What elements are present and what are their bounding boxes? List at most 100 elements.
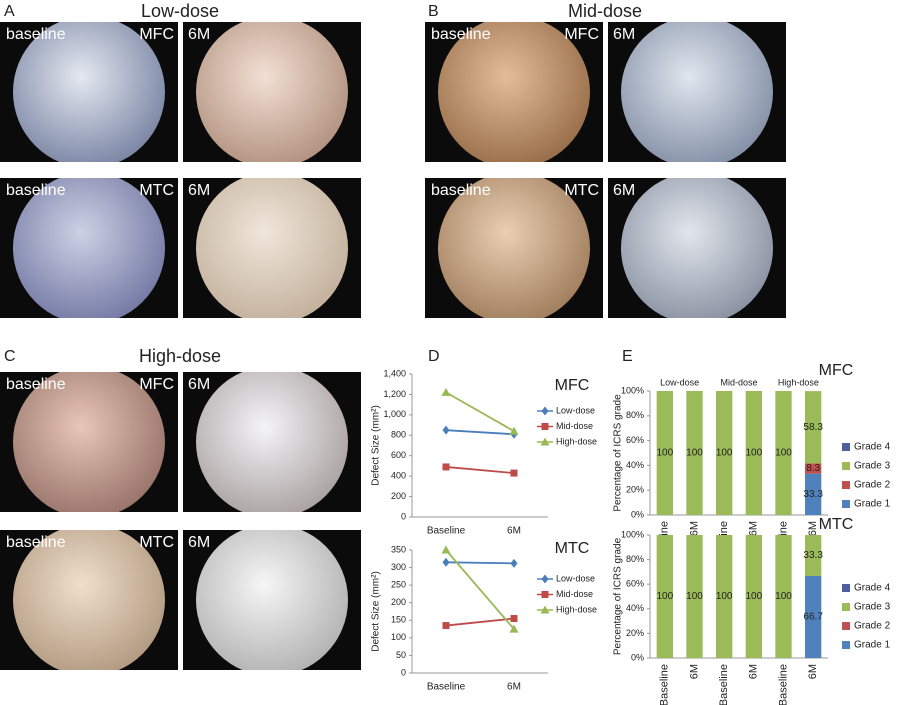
y-tick-label: 0 [401,667,406,677]
data-label: 100 [775,448,792,459]
y-axis-label: Defect Size (mm²) [371,571,382,652]
image-label: baseline [431,26,491,43]
x-tick-label: 6M [807,664,819,679]
bar-segment [686,535,703,658]
image-label: 6M [613,26,635,43]
marker [442,622,450,630]
marker [510,558,518,568]
series-line [445,549,515,630]
bar-segment [716,391,733,515]
y-axis-label: Defect Size (mm²) [371,405,382,486]
y-tick-label: 1,000 [383,409,406,419]
legend-swatch [842,443,850,451]
legend-label: Grade 4 [854,442,891,453]
series-line [445,617,515,627]
y-tick-label: 350 [391,544,406,554]
image-label: 6M [188,534,210,551]
marker [541,406,549,416]
x-tick-label: 6M [748,521,760,536]
bar-segment [805,473,822,515]
legend-label: Mid-dose [556,421,593,431]
y-tick-label: 250 [391,580,406,590]
site-label: MFC [564,26,599,43]
marker [510,469,518,477]
y-tick-label: 40% [626,603,644,613]
y-tick-label: 80% [626,410,644,420]
bar-segment [775,391,792,515]
x-tick-label: Baseline [659,664,671,705]
y-tick-label: 80% [626,554,644,564]
bar-segment [805,535,822,576]
x-tick-label: Baseline [427,682,466,693]
legend-label: Grade 2 [854,480,891,491]
arthroscopic-image [13,372,165,512]
data-label: 100 [745,591,762,602]
x-tick-label: 6M [748,664,760,679]
legend-swatch [842,481,850,489]
arthroscopic-image [13,22,165,162]
y-tick-label: 40% [626,460,644,470]
group-label: Mid-dose [720,377,757,387]
panel-title: Low-dose [141,1,219,21]
legend-label: High-dose [556,604,597,614]
marker [509,624,519,633]
y-tick-label: 20% [626,628,644,638]
x-tick-label: Baseline [718,664,730,705]
legend-label: Grade 1 [854,499,891,510]
y-tick-label: 1,200 [383,389,406,399]
chart-title: MFC [819,362,854,379]
data-label: 58.3 [803,422,823,433]
site-label: MTC [139,182,174,199]
legend-label: Grade 3 [854,461,891,472]
marker [442,463,450,471]
marker [441,387,451,396]
y-axis-label: Percentage of ICRS grade [613,394,624,512]
legend-swatch [842,500,850,508]
y-tick-label: 1,400 [383,368,406,378]
arthroscopic-image [196,22,348,162]
marker [541,423,549,430]
bar-segment [805,391,822,464]
arthroscopic-image [438,178,590,318]
legend-swatch [842,641,850,649]
legend-label: Low-dose [556,573,595,583]
panel-title: High-dose [139,346,221,366]
bar-segment [745,535,762,658]
site-label: MTC [564,182,599,199]
marker [442,425,450,435]
legend-label: Grade 3 [854,602,891,613]
data-label: 100 [686,591,703,602]
image-label: 6M [188,376,210,393]
bar-segment [716,535,733,658]
image-label: 6M [188,182,210,199]
panel-letter: D [428,348,440,365]
group-label: High-dose [778,377,819,387]
marker [540,605,550,614]
data-label: 100 [716,591,733,602]
image-label: baseline [6,26,66,43]
legend-label: Grade 4 [854,583,891,594]
bar-segment [775,535,792,658]
data-label: 33.3 [803,489,823,500]
legend-swatch [842,584,850,592]
group-label: Low-dose [660,377,699,387]
arthroscopic-image [196,372,348,512]
series-line [445,466,515,474]
x-tick-label: 6M [688,664,700,679]
marker [510,615,518,623]
arthroscopic-image [196,178,348,318]
arthroscopic-image [621,178,773,318]
image-label: baseline [6,534,66,551]
y-tick-label: 200 [391,491,406,501]
bar-segment [686,391,703,515]
data-label: 100 [775,591,792,602]
bar-segment [745,391,762,515]
y-tick-label: 100% [621,529,644,539]
y-tick-label: 100% [621,385,644,395]
legend-swatch [842,462,850,470]
image-label: 6M [188,26,210,43]
image-label: baseline [431,182,491,199]
data-label: 100 [656,448,673,459]
x-tick-label: 6M [507,526,521,537]
y-tick-label: 300 [391,562,406,572]
